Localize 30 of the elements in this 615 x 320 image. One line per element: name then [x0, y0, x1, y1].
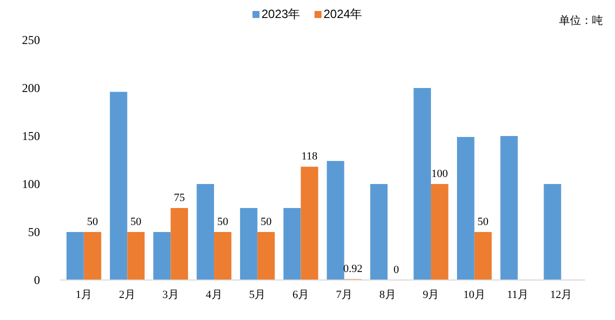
legend-label: 2024年 [324, 7, 362, 21]
data-label: 100 [431, 168, 448, 180]
data-label: 0 [394, 264, 400, 276]
data-label: 50 [217, 216, 229, 228]
y-tick-label: 200 [22, 81, 40, 96]
y-tick-label: 0 [34, 273, 40, 288]
y-tick-label: 100 [22, 177, 40, 192]
data-label: 50 [478, 216, 490, 228]
data-label: 118 [301, 150, 318, 163]
x-tick-label: 1月 [76, 289, 92, 301]
data-label: 75 [174, 192, 186, 204]
x-tick-label: 11月 [506, 289, 529, 301]
y-tick-label: 250 [22, 33, 40, 48]
x-tick-label: 7月 [336, 289, 352, 301]
x-tick-label: 6月 [292, 289, 310, 301]
x-tick-label: 9月 [422, 289, 440, 301]
x-tick-label: 2月 [119, 289, 136, 301]
data-label: 50 [87, 216, 99, 228]
y-tick-label: 50 [28, 225, 40, 240]
legend-label: 2023年 [262, 7, 300, 21]
x-tick-label: 3月 [162, 289, 179, 301]
y-tick-label: 150 [22, 129, 40, 144]
data-label: 50 [130, 216, 142, 228]
x-tick-label: 8月 [379, 289, 396, 301]
text: 单位：吨 [559, 14, 603, 27]
data-label: 50 [260, 216, 272, 228]
x-tick-label: 10月 [463, 289, 486, 301]
x-tick-label: 4月 [206, 289, 222, 301]
x-tick-label: 5月 [249, 289, 266, 301]
x-tick-label: 12月 [550, 289, 572, 301]
